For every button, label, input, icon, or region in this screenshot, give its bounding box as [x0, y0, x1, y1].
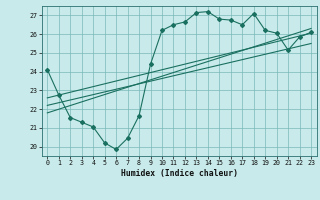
X-axis label: Humidex (Indice chaleur): Humidex (Indice chaleur)	[121, 169, 238, 178]
